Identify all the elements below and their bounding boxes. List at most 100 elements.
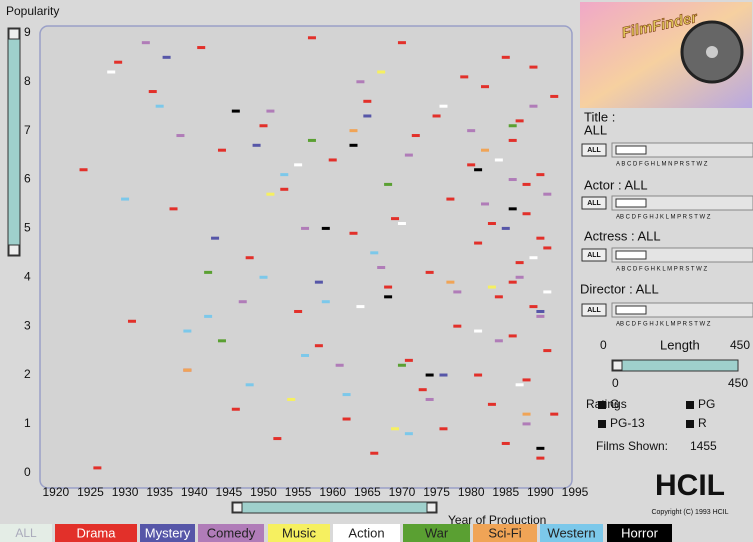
film-point[interactable] xyxy=(231,109,240,113)
film-point[interactable] xyxy=(536,314,545,318)
genre-button[interactable] xyxy=(473,524,537,542)
film-point[interactable] xyxy=(404,432,413,436)
film-point[interactable] xyxy=(252,143,261,147)
film-point[interactable] xyxy=(280,187,289,191)
film-point[interactable] xyxy=(411,134,420,138)
film-point[interactable] xyxy=(238,300,247,304)
film-point[interactable] xyxy=(391,427,400,431)
film-point[interactable] xyxy=(377,265,386,269)
slider-handle-right[interactable] xyxy=(426,502,437,513)
film-point[interactable] xyxy=(314,280,323,284)
film-point[interactable] xyxy=(79,168,88,172)
alpha-slider[interactable] xyxy=(611,195,753,211)
length-slider[interactable] xyxy=(611,359,739,372)
film-point[interactable] xyxy=(474,168,483,172)
film-point[interactable] xyxy=(342,417,351,421)
film-point[interactable] xyxy=(176,134,185,138)
film-point[interactable] xyxy=(259,124,268,128)
film-point[interactable] xyxy=(384,182,393,186)
film-point[interactable] xyxy=(183,368,192,372)
genre-button[interactable] xyxy=(333,524,400,542)
film-point[interactable] xyxy=(522,212,531,216)
film-point[interactable] xyxy=(529,256,538,260)
film-point[interactable] xyxy=(536,173,545,177)
film-point[interactable] xyxy=(294,309,303,313)
film-point[interactable] xyxy=(121,197,130,201)
film-point[interactable] xyxy=(93,466,102,470)
film-point[interactable] xyxy=(536,236,545,240)
film-point[interactable] xyxy=(425,373,434,377)
film-point[interactable] xyxy=(259,275,268,279)
alpha-handle[interactable] xyxy=(615,305,647,315)
film-point[interactable] xyxy=(287,397,296,401)
film-point[interactable] xyxy=(148,90,157,94)
film-point[interactable] xyxy=(543,246,552,250)
film-point[interactable] xyxy=(363,114,372,118)
year-slider[interactable] xyxy=(231,501,438,514)
film-point[interactable] xyxy=(494,339,503,343)
genre-button[interactable] xyxy=(540,524,603,542)
film-point[interactable] xyxy=(370,251,379,255)
film-point[interactable] xyxy=(439,104,448,108)
film-point[interactable] xyxy=(453,290,462,294)
film-point[interactable] xyxy=(487,402,496,406)
film-point[interactable] xyxy=(522,378,531,382)
film-point[interactable] xyxy=(273,437,282,441)
slider-handle-left[interactable] xyxy=(612,360,623,371)
film-point[interactable] xyxy=(328,158,337,162)
film-point[interactable] xyxy=(211,236,220,240)
film-point[interactable] xyxy=(529,65,538,69)
film-point[interactable] xyxy=(280,173,289,177)
rating-checkbox[interactable] xyxy=(598,401,606,409)
film-point[interactable] xyxy=(529,305,538,309)
film-point[interactable] xyxy=(536,309,545,313)
alpha-slider[interactable] xyxy=(611,302,753,318)
film-point[interactable] xyxy=(487,285,496,289)
film-point[interactable] xyxy=(204,270,213,274)
genre-button[interactable] xyxy=(607,524,672,542)
film-point[interactable] xyxy=(384,295,393,299)
film-point[interactable] xyxy=(217,148,226,152)
film-point[interactable] xyxy=(397,41,406,45)
film-point[interactable] xyxy=(550,412,559,416)
film-point[interactable] xyxy=(266,192,275,196)
film-point[interactable] xyxy=(307,138,316,142)
film-point[interactable] xyxy=(494,158,503,162)
slider-handle-bottom[interactable] xyxy=(8,244,20,256)
film-point[interactable] xyxy=(363,99,372,103)
film-point[interactable] xyxy=(508,124,517,128)
genre-button[interactable] xyxy=(268,524,330,542)
film-point[interactable] xyxy=(377,70,386,74)
rating-checkbox[interactable] xyxy=(686,401,694,409)
film-point[interactable] xyxy=(231,407,240,411)
film-point[interactable] xyxy=(155,104,164,108)
film-point[interactable] xyxy=(481,85,490,89)
film-point[interactable] xyxy=(515,261,524,265)
all-button[interactable] xyxy=(581,303,607,317)
genre-button[interactable] xyxy=(198,524,264,542)
film-point[interactable] xyxy=(404,153,413,157)
film-point[interactable] xyxy=(418,388,427,392)
film-point[interactable] xyxy=(197,46,206,50)
film-point[interactable] xyxy=(169,207,178,211)
film-point[interactable] xyxy=(384,285,393,289)
film-point[interactable] xyxy=(508,334,517,338)
film-point[interactable] xyxy=(349,143,358,147)
film-point[interactable] xyxy=(439,373,448,377)
all-button[interactable] xyxy=(581,196,607,210)
popularity-slider[interactable] xyxy=(7,27,21,257)
film-point[interactable] xyxy=(321,300,330,304)
film-point[interactable] xyxy=(301,353,310,357)
rating-checkbox[interactable] xyxy=(686,420,694,428)
film-point[interactable] xyxy=(508,207,517,211)
film-point[interactable] xyxy=(467,163,476,167)
film-point[interactable] xyxy=(245,256,254,260)
film-point[interactable] xyxy=(245,383,254,387)
rating-checkbox[interactable] xyxy=(598,420,606,428)
alpha-handle[interactable] xyxy=(615,145,647,155)
film-point[interactable] xyxy=(481,148,490,152)
film-point[interactable] xyxy=(522,182,531,186)
film-point[interactable] xyxy=(515,275,524,279)
film-point[interactable] xyxy=(356,80,365,84)
film-point[interactable] xyxy=(550,94,559,98)
